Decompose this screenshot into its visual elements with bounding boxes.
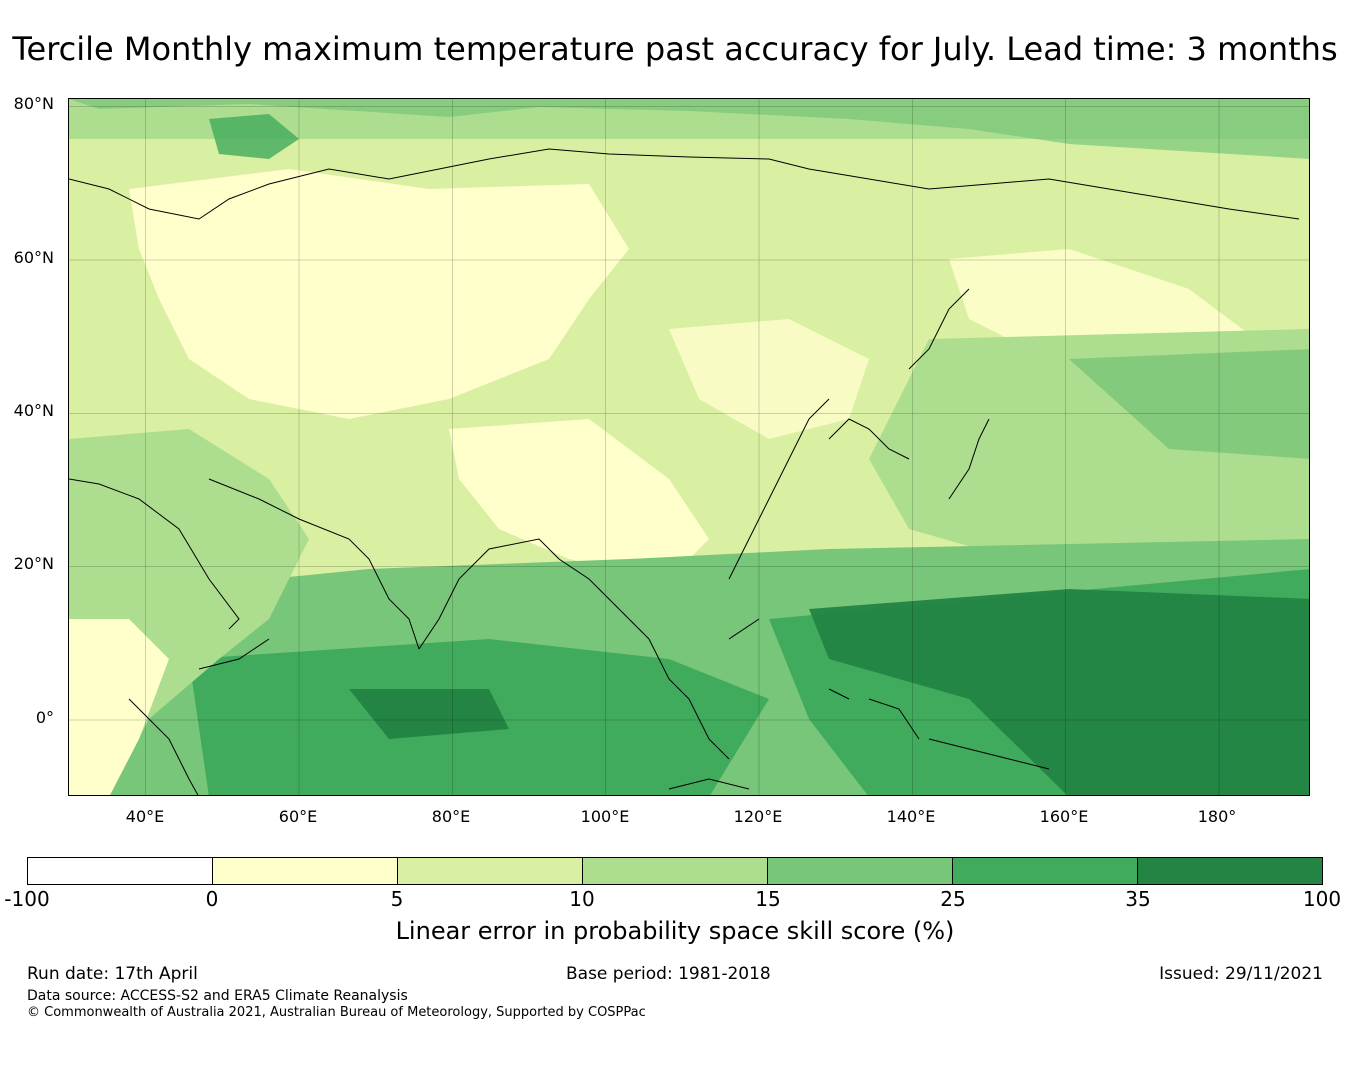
lat-label-40n: 40°N: [13, 401, 54, 420]
colorbar-segment-3: [398, 858, 583, 884]
colorbar-label: Linear error in probability space skill …: [395, 917, 955, 945]
colorbar-segment-1: [28, 858, 213, 884]
lon-label-80e: 80°E: [431, 807, 471, 826]
run-date: Run date: 17th April: [27, 964, 198, 984]
lat-label-0: 0°: [35, 708, 54, 727]
colorbar-segment-6: [953, 858, 1138, 884]
lat-label-60n: 60°N: [13, 248, 54, 267]
issued-date: Issued: 29/11/2021: [1159, 964, 1323, 984]
lat-label-20n: 20°N: [13, 554, 54, 573]
lon-label-60e: 60°E: [278, 807, 318, 826]
coastlines: [69, 148, 1300, 795]
colorbar-tick-100: 100: [1302, 887, 1342, 911]
colorbar-tick-minus100: -100: [4, 887, 50, 911]
colorbar-tick-35: 35: [1125, 887, 1151, 911]
arctic-skill-region: [69, 99, 1309, 159]
graticule: [69, 99, 1309, 795]
map-title: Tercile Monthly maximum temperature past…: [12, 30, 1338, 68]
base-period: Base period: 1981-2018: [566, 964, 771, 984]
colorbar-segment-2: [213, 858, 398, 884]
lat-label-80n: 80°N: [13, 94, 54, 113]
skill-map: [68, 98, 1310, 796]
colorbar: [27, 857, 1323, 885]
islands: [668, 418, 1050, 790]
lon-label-40e: 40°E: [125, 807, 165, 826]
lon-label-180: 180°: [1197, 807, 1237, 826]
copyright-notice: © Commonwealth of Australia 2021, Austra…: [27, 1005, 646, 1020]
colorbar-tick-25: 25: [940, 887, 966, 911]
colorbar-tick-5: 5: [390, 887, 404, 911]
central-asia-low-skill: [129, 169, 629, 419]
east-africa-low-skill: [69, 619, 169, 795]
data-source: Data source: ACCESS-S2 and ERA5 Climate …: [27, 988, 408, 1004]
colorbar-tick-15: 15: [755, 887, 781, 911]
indian-ocean-very-high-skill: [349, 689, 509, 739]
lon-label-160e: 160°E: [1039, 807, 1089, 826]
colorbar-segment-5: [768, 858, 953, 884]
lon-label-100e: 100°E: [580, 807, 630, 826]
colorbar-tick-10: 10: [569, 887, 595, 911]
scandinavia-skill-region: [209, 114, 299, 159]
pacific-high-skill: [1069, 349, 1309, 459]
colorbar-segment-4: [583, 858, 768, 884]
western-pacific-very-high-skill: [809, 589, 1309, 795]
colorbar-tick-0: 0: [205, 887, 219, 911]
colorbar-segment-7: [1138, 858, 1322, 884]
lon-label-140e: 140°E: [886, 807, 936, 826]
lon-label-120e: 120°E: [733, 807, 783, 826]
tibet-low-skill: [449, 419, 709, 579]
